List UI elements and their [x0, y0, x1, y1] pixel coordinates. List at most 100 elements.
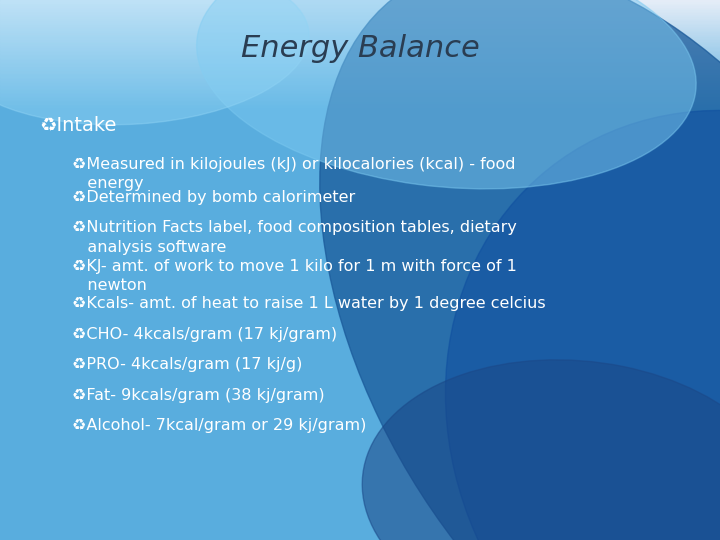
- Bar: [0, 191, 720, 192]
- Bar: [0, 81, 720, 82]
- Bar: [0, 377, 720, 378]
- Bar: [0, 112, 720, 113]
- Bar: [0, 526, 720, 528]
- Bar: [0, 211, 720, 212]
- Bar: [0, 153, 720, 154]
- Bar: [0, 335, 720, 336]
- Bar: [0, 97, 720, 98]
- Bar: [0, 300, 720, 301]
- Bar: [0, 111, 720, 112]
- Bar: [0, 223, 720, 224]
- Bar: [0, 122, 720, 123]
- Bar: [0, 537, 720, 539]
- Bar: [0, 36, 720, 38]
- Bar: [0, 135, 720, 136]
- Bar: [0, 244, 720, 246]
- Bar: [0, 75, 720, 76]
- Bar: [0, 162, 720, 163]
- Bar: [0, 157, 720, 158]
- Bar: [0, 230, 720, 231]
- Text: ♻Determined by bomb calorimeter: ♻Determined by bomb calorimeter: [72, 190, 355, 205]
- Bar: [0, 524, 720, 525]
- Bar: [0, 368, 720, 370]
- Bar: [0, 382, 720, 383]
- Bar: [0, 347, 720, 348]
- Bar: [0, 426, 720, 427]
- Bar: [0, 124, 720, 126]
- Bar: [0, 348, 720, 350]
- Bar: [0, 525, 720, 526]
- Bar: [0, 197, 720, 199]
- Bar: [0, 381, 720, 382]
- Bar: [0, 354, 720, 355]
- Bar: [0, 172, 720, 173]
- Bar: [0, 539, 720, 540]
- Bar: [0, 490, 720, 491]
- Bar: [0, 363, 720, 364]
- Bar: [0, 501, 720, 502]
- Bar: [0, 45, 720, 46]
- Bar: [0, 134, 720, 135]
- Text: ♻Nutrition Facts label, food composition tables, dietary
   analysis software: ♻Nutrition Facts label, food composition…: [72, 220, 517, 254]
- Bar: [0, 516, 720, 517]
- Bar: [0, 53, 720, 54]
- Bar: [0, 475, 720, 477]
- Bar: [0, 47, 720, 49]
- Bar: [0, 489, 720, 490]
- Bar: [0, 156, 720, 157]
- Bar: [0, 146, 720, 147]
- Bar: [0, 321, 720, 322]
- Bar: [0, 366, 720, 367]
- Bar: [0, 103, 720, 104]
- Bar: [0, 50, 720, 51]
- Bar: [0, 370, 720, 372]
- Bar: [0, 205, 720, 206]
- Bar: [0, 478, 720, 480]
- Bar: [0, 328, 720, 329]
- Bar: [0, 401, 720, 402]
- Bar: [0, 285, 720, 286]
- Bar: [0, 4, 720, 5]
- Bar: [0, 379, 720, 381]
- Bar: [0, 378, 720, 379]
- Bar: [0, 137, 720, 138]
- Bar: [0, 184, 720, 185]
- Bar: [0, 373, 720, 374]
- Bar: [0, 8, 720, 9]
- Text: ♻Alcohol- 7kcal/gram or 29 kj/gram): ♻Alcohol- 7kcal/gram or 29 kj/gram): [72, 418, 366, 433]
- Bar: [0, 389, 720, 390]
- Bar: [0, 505, 720, 507]
- Bar: [0, 404, 720, 405]
- Bar: [0, 176, 720, 177]
- Bar: [0, 431, 720, 432]
- Bar: [0, 264, 720, 265]
- Bar: [0, 491, 720, 492]
- Bar: [0, 94, 720, 96]
- Bar: [0, 397, 720, 399]
- Bar: [0, 248, 720, 249]
- Bar: [0, 332, 720, 333]
- Bar: [0, 422, 720, 424]
- Bar: [0, 282, 720, 284]
- Bar: [0, 143, 720, 144]
- Bar: [0, 486, 720, 487]
- Bar: [0, 206, 720, 208]
- Bar: [0, 471, 720, 472]
- Bar: [0, 116, 720, 117]
- Bar: [0, 530, 720, 532]
- Bar: [0, 528, 720, 529]
- Bar: [0, 42, 720, 43]
- Bar: [0, 333, 720, 335]
- Bar: [0, 464, 720, 465]
- Bar: [0, 453, 720, 454]
- Bar: [0, 510, 720, 512]
- Bar: [0, 166, 720, 167]
- Bar: [0, 46, 720, 47]
- Bar: [0, 338, 720, 339]
- Bar: [0, 458, 720, 459]
- Bar: [0, 262, 720, 263]
- Bar: [0, 216, 720, 217]
- Bar: [0, 234, 720, 235]
- Bar: [0, 181, 720, 183]
- Bar: [0, 255, 720, 256]
